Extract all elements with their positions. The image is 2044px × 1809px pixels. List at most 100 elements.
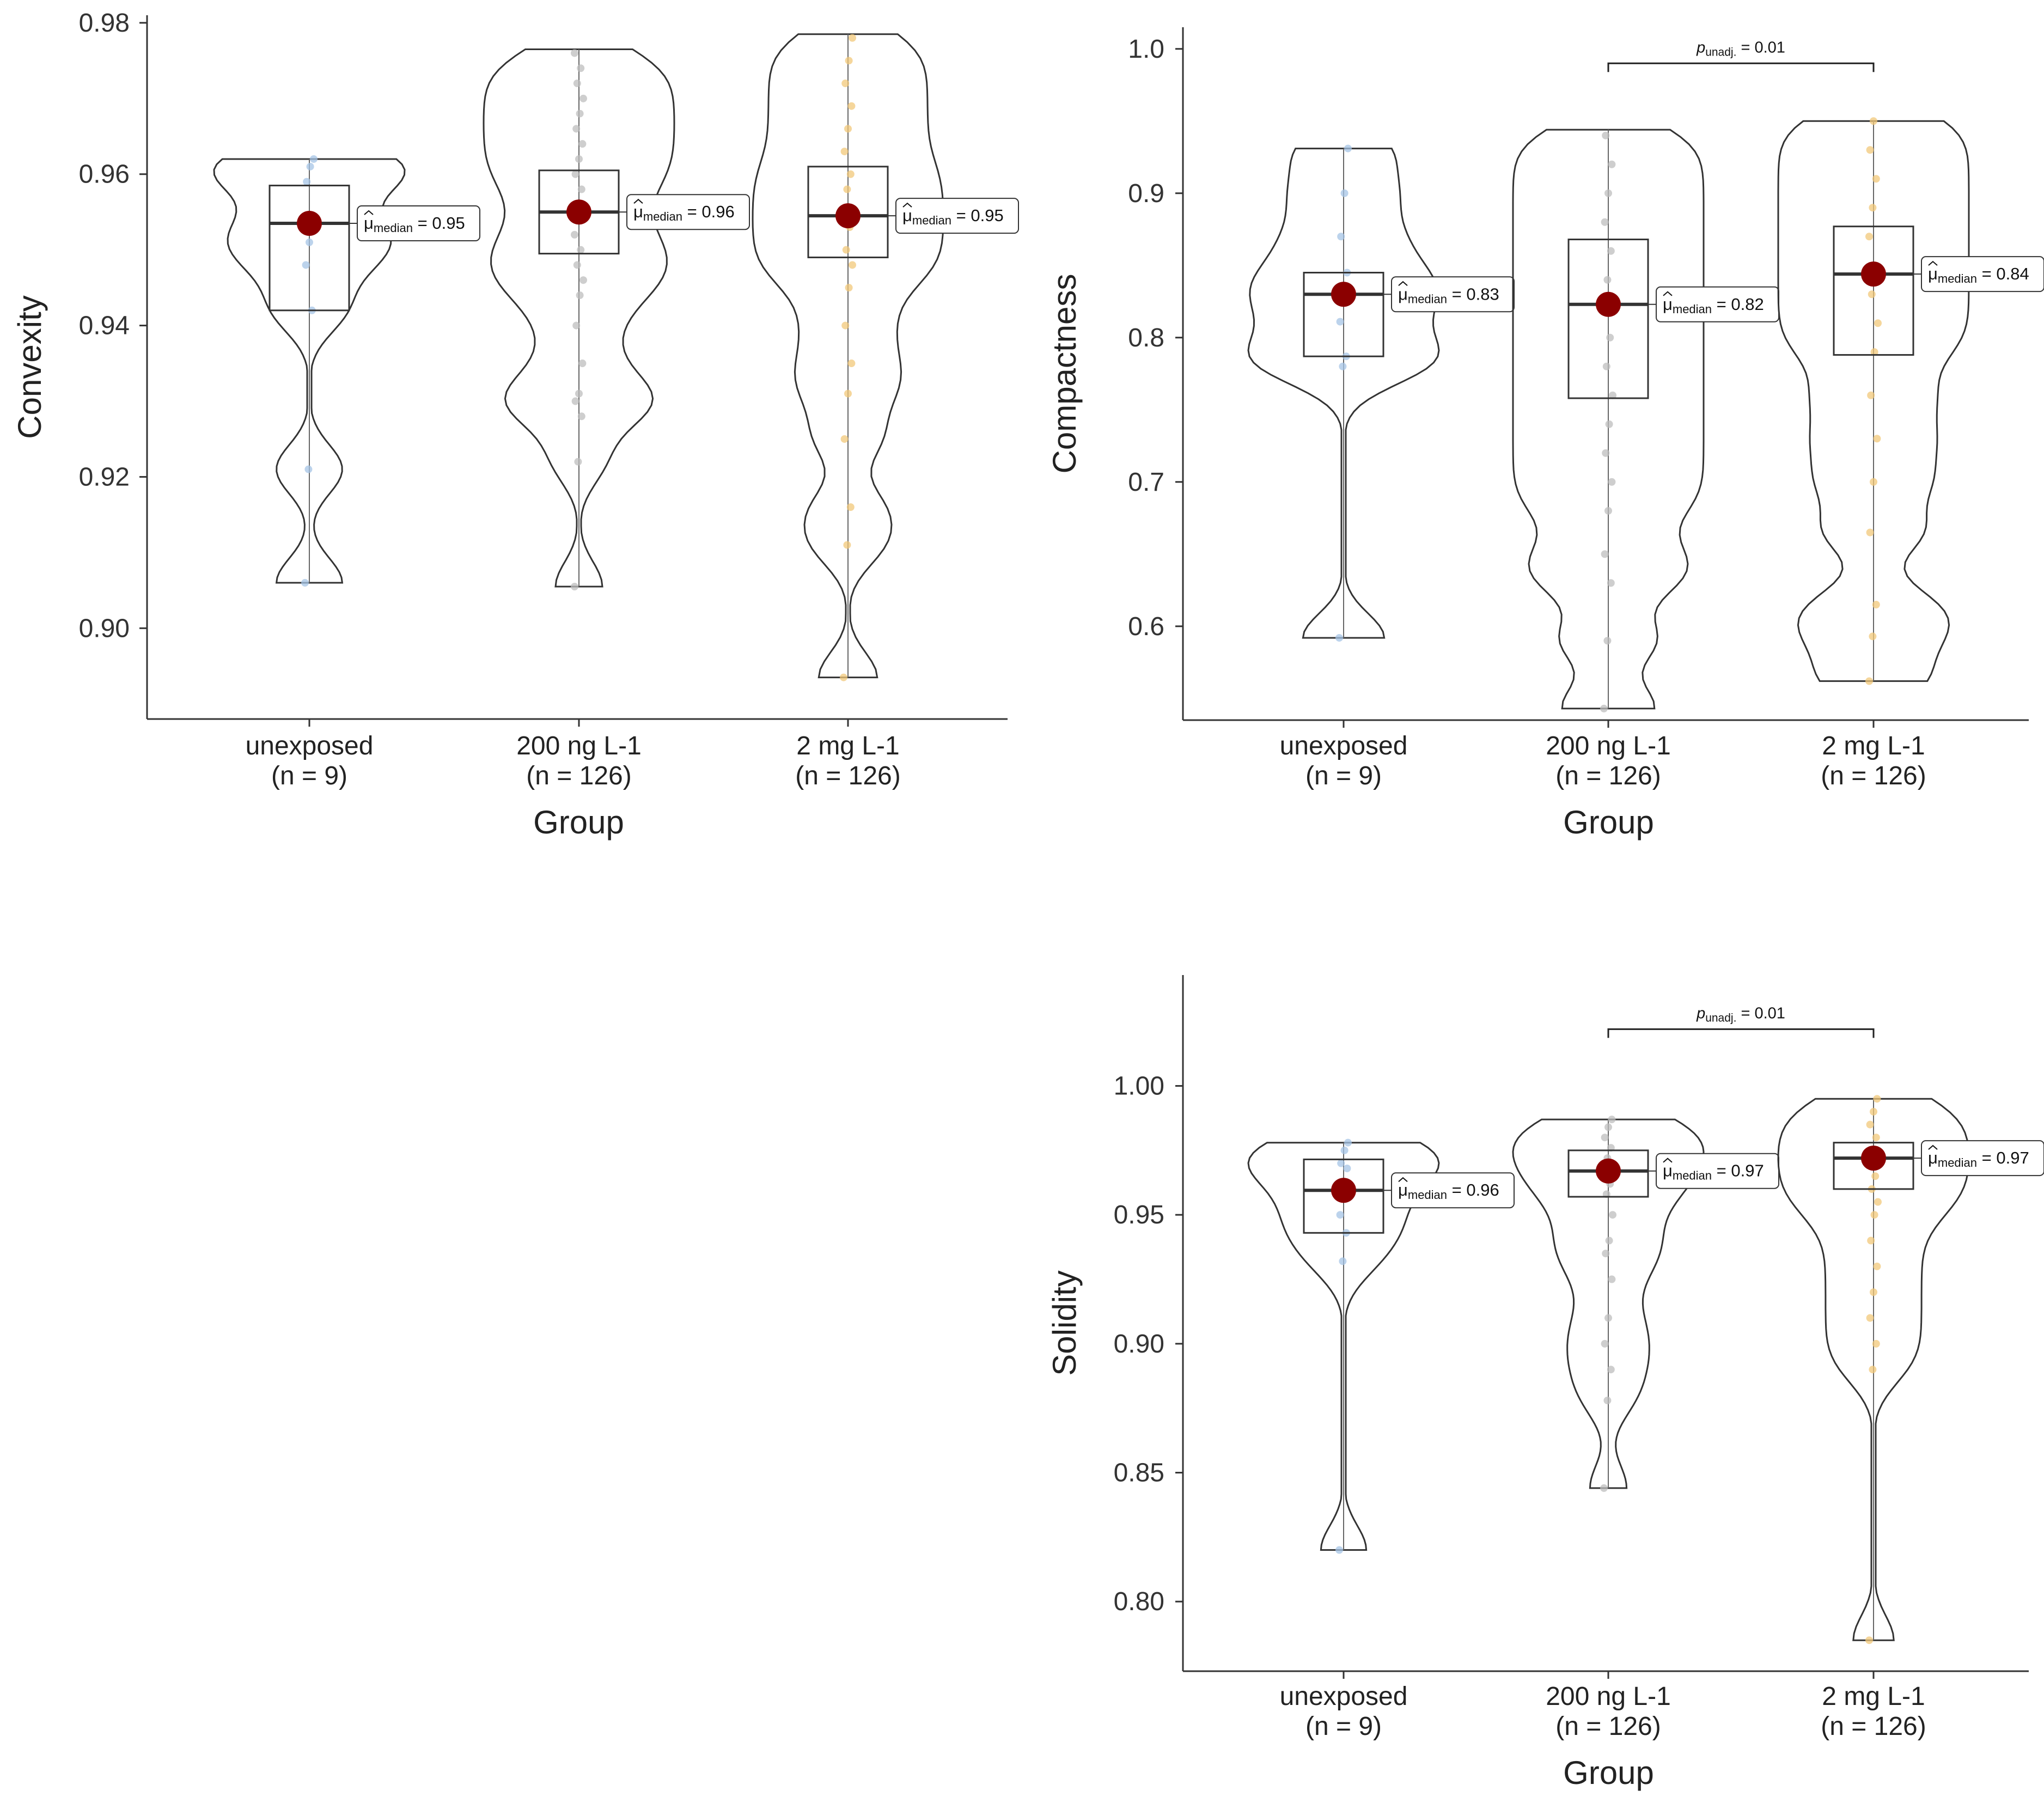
solidity-panel: 0.80 0.85 0.90 0.95 1.00 Solidity Group unexpos… <box>1046 975 2044 1791</box>
data-point <box>1608 1275 1616 1283</box>
violin-outline <box>213 158 406 584</box>
data-point <box>571 397 579 405</box>
median-value: = 0.95 <box>951 206 1004 225</box>
data-point <box>1868 290 1876 299</box>
median-subscript: median <box>1673 302 1712 316</box>
data-point <box>1602 131 1610 139</box>
hat-mark <box>1398 281 1408 287</box>
data-point <box>1606 333 1614 342</box>
data-point <box>571 582 578 590</box>
data-point <box>571 170 579 178</box>
data-point <box>1871 1172 1880 1180</box>
y-tick-label: 0.94 <box>79 312 130 340</box>
significance-bracket <box>1607 1028 1875 1038</box>
data-point <box>1337 233 1345 241</box>
y-axis-title: Convexity <box>11 295 48 438</box>
data-point <box>1603 276 1612 284</box>
compactness-panel: 0.6 0.7 0.8 0.9 1.0 Compactness Group unexposed… <box>1046 27 2044 840</box>
data-point <box>577 64 585 72</box>
median-annotation-box <box>357 205 480 242</box>
data-point <box>1602 1250 1610 1258</box>
mu-symbol: μ <box>1398 1180 1408 1199</box>
y-tick-label: 1.00 <box>1114 1072 1164 1101</box>
group-1: 200 ng L-1(n = 126) μmedian = 0.96 <box>483 48 750 790</box>
data-point <box>1343 1165 1351 1172</box>
mu-symbol: μ <box>1663 1161 1673 1180</box>
p-symbol: p <box>1696 39 1705 56</box>
data-point <box>1866 1314 1874 1322</box>
data-point <box>1865 677 1873 685</box>
hat-mark <box>1928 1144 1938 1150</box>
y-tick-label: 0.80 <box>1114 1587 1164 1616</box>
data-point <box>1869 632 1877 641</box>
data-point <box>579 94 587 102</box>
median-annotation-box <box>1921 256 2044 293</box>
data-point <box>843 185 851 193</box>
x-tick-n-label: (n = 9) <box>1305 762 1382 790</box>
data-point <box>1603 637 1612 645</box>
data-point <box>1873 1095 1881 1103</box>
median-value: = 0.97 <box>1977 1148 2029 1167</box>
median-subscript: median <box>1408 292 1447 306</box>
y-tick-label: 0.92 <box>79 462 130 491</box>
x-tick-label: unexposed <box>1280 1682 1408 1711</box>
y-tick-label: 1.0 <box>1128 35 1164 64</box>
data-point <box>1869 1366 1877 1374</box>
data-point <box>840 435 849 443</box>
data-point <box>1867 1237 1875 1245</box>
x-tick-n-label: (n = 126) <box>1555 762 1661 790</box>
data-point <box>849 34 856 42</box>
median-subscript: median <box>643 210 682 223</box>
y-axis-title: Compactness <box>1046 274 1083 474</box>
data-point <box>576 291 584 300</box>
median-point <box>1596 1158 1621 1184</box>
hat-mark <box>633 198 643 204</box>
iqr-box <box>1303 272 1384 357</box>
data-point <box>1608 160 1616 168</box>
data-point <box>1872 1134 1880 1142</box>
data-point <box>1335 1546 1343 1554</box>
x-tick-label: 2 mg L-1 <box>796 732 899 760</box>
median-subscript: median <box>912 214 951 227</box>
data-point <box>1605 420 1613 428</box>
data-point <box>310 155 318 163</box>
y-tick-label: 0.8 <box>1128 324 1164 352</box>
data-point <box>1866 1120 1874 1129</box>
median-annotation-text: μmedian = 0.97 <box>1928 1148 2029 1170</box>
y-tick-label: 0.6 <box>1128 612 1164 641</box>
y-tick-label: 0.9 <box>1128 179 1164 208</box>
data-point <box>1870 1107 1877 1116</box>
data-point <box>849 261 856 269</box>
data-point <box>1336 318 1344 326</box>
median-point <box>566 199 591 225</box>
x-tick-n-label: (n = 126) <box>1821 1712 1926 1741</box>
data-point <box>577 412 585 421</box>
median-subscript: median <box>374 221 413 235</box>
data-point <box>840 148 849 156</box>
iqr-box <box>1567 239 1649 399</box>
data-point <box>575 155 583 163</box>
x-tick-n-label: (n = 9) <box>271 762 347 790</box>
data-point <box>1866 146 1874 154</box>
median-value: = 0.96 <box>1447 1180 1499 1199</box>
data-point <box>843 541 851 549</box>
iqr-box <box>1833 226 1914 356</box>
data-point <box>301 578 309 587</box>
mu-symbol: μ <box>1398 284 1408 303</box>
group-1: 200 ng L-1(n = 126) μmedian = 0.82 <box>1512 129 1779 790</box>
x-tick-n-label: (n = 126) <box>795 762 900 790</box>
violin-outline <box>752 33 944 679</box>
data-point <box>845 284 853 292</box>
iqr-box <box>1303 1158 1384 1234</box>
violin-outline <box>483 48 675 588</box>
data-point <box>1604 1123 1612 1131</box>
data-point <box>1340 189 1349 197</box>
convexity-panel: 0.90 0.92 0.94 0.96 0.98 Convexity Group unexpo… <box>11 9 1019 840</box>
data-point <box>1867 391 1875 399</box>
median-subscript: median <box>1938 1156 1977 1170</box>
p-symbol: p <box>1696 1004 1705 1022</box>
data-point <box>576 109 584 118</box>
median-annotation-text: μmedian = 0.97 <box>1663 1161 1764 1183</box>
median-point <box>1596 291 1621 317</box>
iqr-box <box>1833 1142 1914 1190</box>
